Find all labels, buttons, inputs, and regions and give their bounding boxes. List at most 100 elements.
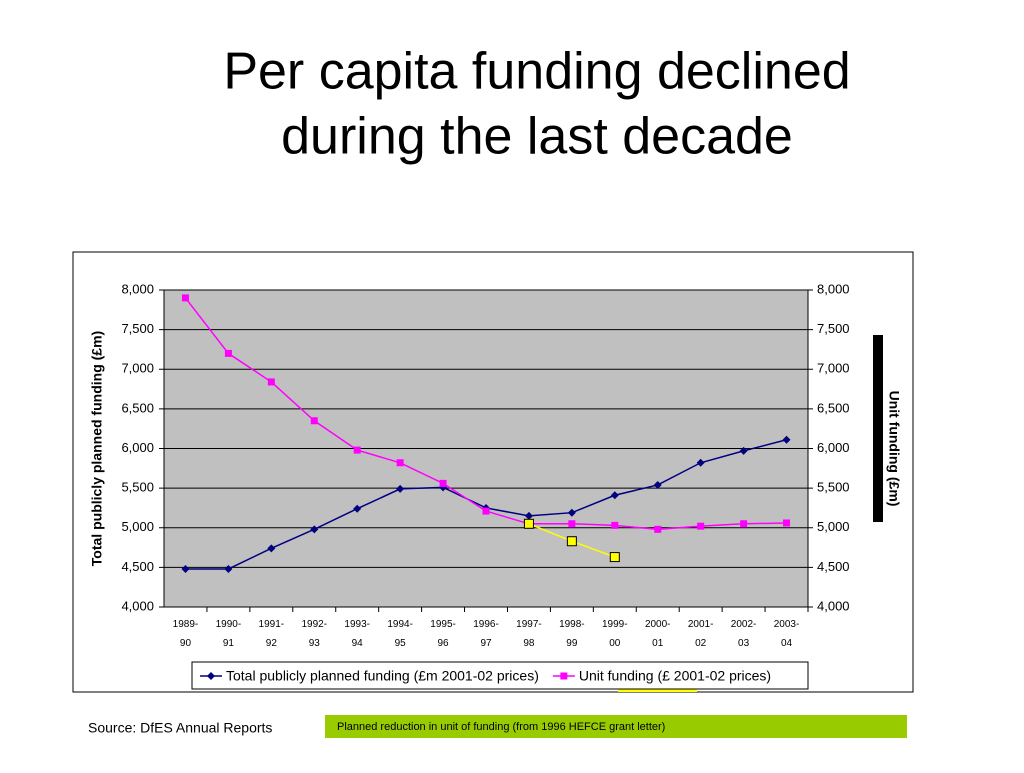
y2-tick-label: 5,500 (817, 480, 850, 495)
y2-tick-label: 4,500 (817, 559, 850, 574)
y-tick-label: 6,000 (121, 440, 154, 455)
x-tick-label-part: 99 (566, 638, 578, 649)
x-tick-label-part: 2002- (731, 619, 757, 630)
marker (396, 459, 404, 467)
y-tick-label: 5,500 (121, 480, 154, 495)
marker (560, 672, 568, 680)
x-tick-label-part: 95 (395, 638, 407, 649)
x-tick-label: 1991- 92 (259, 619, 285, 649)
x-tick-label: 1993- 94 (344, 619, 370, 649)
x-tick-label-part: 00 (609, 638, 621, 649)
x-tick-label: 1989- 90 (173, 619, 199, 649)
marker (181, 294, 189, 302)
marker (609, 552, 620, 563)
x-tick-label-part: 1999- (602, 619, 628, 630)
x-tick-label-part: 1991- (259, 619, 285, 630)
y2-tick-label: 6,500 (817, 400, 850, 415)
x-tick-label-part: 1990- (216, 619, 242, 630)
x-tick-label-part: 1998- (559, 619, 585, 630)
x-tick-label: 1997- 98 (516, 619, 542, 649)
y2-tick-label: 4,000 (817, 598, 850, 613)
y2-tick-label: 7,000 (817, 361, 850, 376)
decoration (873, 335, 883, 522)
x-tick-label-part: 96 (438, 638, 450, 649)
x-tick-label-part: 91 (223, 638, 235, 649)
y-tick-label: 7,500 (121, 321, 154, 336)
x-tick-label-part: 01 (652, 638, 664, 649)
y2-tick-label: 8,000 (817, 281, 850, 296)
y-tick-label: 8,000 (121, 281, 154, 296)
x-tick-label-part: 2000- (645, 619, 671, 630)
x-tick-label-part: 1994- (387, 619, 413, 630)
y-tick-label: 4,500 (121, 559, 154, 574)
x-tick-label-part: 92 (266, 638, 278, 649)
y2-tick-label: 7,500 (817, 321, 850, 336)
x-tick-label: 1996- 97 (473, 619, 499, 649)
x-tick-label-part: 94 (352, 638, 364, 649)
x-tick-label-part: 03 (738, 638, 750, 649)
x-tick-label-part: 1989- (173, 619, 199, 630)
chart-title: Per capita funding declined (223, 43, 850, 101)
x-tick-label: 1998- 99 (559, 619, 585, 649)
x-tick-label: 2000- 01 (645, 619, 671, 649)
x-tick-label-part: 04 (781, 638, 793, 649)
marker (267, 544, 276, 553)
x-tick-label-part: 2001- (688, 619, 714, 630)
marker (782, 435, 791, 444)
marker (739, 446, 748, 455)
y2-tick-label: 6,000 (817, 440, 850, 455)
x-tick-label-part: 1996- (473, 619, 499, 630)
marker (224, 349, 232, 357)
y-axis-label: Total publicly planned funding (£m) (89, 331, 105, 566)
marker (567, 508, 576, 517)
marker (740, 520, 748, 528)
x-tick-label: 1994- 95 (387, 619, 413, 649)
y-tick-label: 4,000 (121, 598, 154, 613)
x-tick-label: 1995- 96 (430, 619, 456, 649)
x-tick-label: 2003- 04 (774, 619, 800, 649)
x-tick-label-part: 1992- (301, 619, 327, 630)
decoration (618, 688, 697, 692)
x-tick-label-part: 98 (523, 638, 535, 649)
annotation: Planned reduction in unit of funding (fr… (337, 721, 665, 733)
marker (611, 521, 619, 529)
marker (310, 417, 318, 425)
x-tick-label-part: 1993- (344, 619, 370, 630)
x-tick-label: 2002- 03 (731, 619, 757, 649)
x-tick-label: 1999- 00 (602, 619, 628, 649)
legend-label: Total publicly planned funding (£m 2001-… (226, 668, 539, 684)
x-tick-label-part: 90 (180, 638, 192, 649)
marker (568, 520, 576, 528)
marker (207, 672, 215, 680)
marker (696, 458, 705, 467)
y2-tick-label: 5,000 (817, 519, 850, 534)
marker (482, 507, 490, 515)
x-tick-label-part: 93 (309, 638, 321, 649)
y-tick-label: 7,000 (121, 361, 154, 376)
source: Source: DfES Annual Reports (88, 720, 272, 736)
marker (353, 446, 361, 454)
marker (224, 564, 233, 573)
x-tick-label-part: 1997- (516, 619, 542, 630)
marker (523, 518, 534, 529)
legend-box (191, 661, 809, 690)
y-tick-label: 5,000 (121, 519, 154, 534)
x-tick-label-part: 02 (695, 638, 707, 649)
marker (396, 484, 405, 493)
x-tick-label: 1992- 93 (301, 619, 327, 649)
marker (524, 511, 533, 520)
marker (439, 479, 447, 487)
marker (653, 480, 662, 489)
marker (353, 504, 362, 513)
chart-title: during the last decade (281, 108, 793, 166)
annotation-box (325, 715, 907, 738)
marker (783, 519, 791, 527)
y-tick-label: 6,500 (121, 400, 154, 415)
marker (310, 525, 319, 534)
marker (654, 525, 662, 533)
x-tick-label-part: 2003- (774, 619, 800, 630)
marker (566, 536, 577, 547)
x-tick-label-part: 97 (480, 638, 492, 649)
